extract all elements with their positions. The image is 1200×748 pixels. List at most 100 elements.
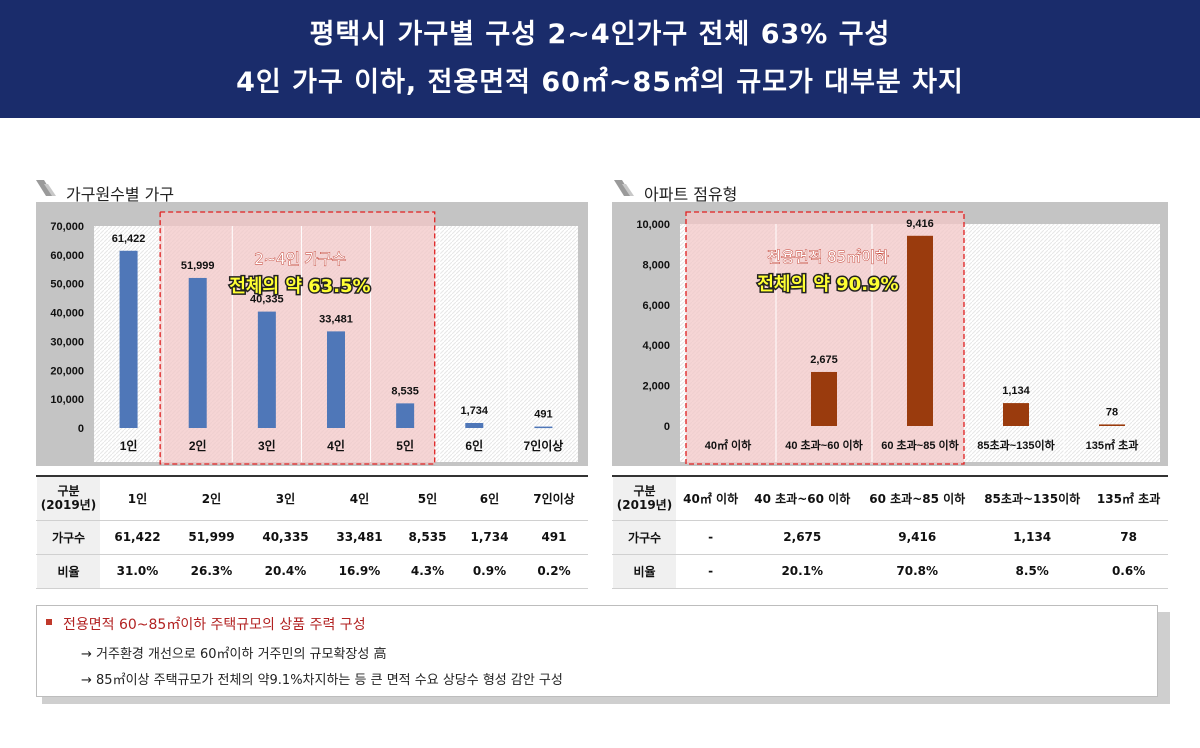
right-data-table: 구분 (2019년) 40㎡ 이하 40 초과~60 이하 60 초과~85 이하… xyxy=(612,475,1168,589)
x-category-label: 40 초과~60 이하 xyxy=(785,438,863,452)
y-tick-label: 20,000 xyxy=(50,365,84,377)
note-line-3: → 85㎡이상 주택규모가 전체의 약9.1%차지하는 등 큰 면적 수요 상당… xyxy=(81,673,563,688)
row-label: 비율 xyxy=(36,553,101,589)
y-tick-label: 0 xyxy=(78,423,84,435)
header-title-line2: 4인 가구 이하, 전용면적 60㎡~85㎡의 규모가 대부분 차지 xyxy=(236,67,964,98)
table-row: 비율 - 20.1% 70.8% 8.5% 0.6% xyxy=(612,553,1168,589)
bar xyxy=(907,235,933,426)
data-label: 78 xyxy=(1106,406,1118,418)
table-cell: 33,481 xyxy=(322,519,397,555)
table-row: 가구수 61,422 51,999 40,335 33,481 8,535 1,… xyxy=(36,519,589,555)
bar xyxy=(534,426,553,429)
left-bar-chart: 0 10,000 20,000 30,000 40,000 50,000 60,000 70,… xyxy=(36,202,588,466)
note-line-2: → 거주환경 개선으로 60㎡이하 거주민의 규모확장성 高 xyxy=(81,647,387,662)
table-col-header: 40㎡ 이하 xyxy=(675,475,746,521)
x-category-label: 135㎡ 초과 xyxy=(1086,438,1139,452)
y-tick-label: 30,000 xyxy=(50,336,84,348)
table-cell: 9,416 xyxy=(859,519,976,555)
header-title-line1: 평택시 가구별 구성 2~4인가구 전체 63% 구성 xyxy=(309,19,891,50)
y-tick-label: 60,000 xyxy=(50,250,84,262)
data-label: 51,999 xyxy=(181,260,215,272)
table-cell: - xyxy=(675,553,746,589)
table-cell: 8.5% xyxy=(974,553,1091,589)
table-row: 비율 31.0% 26.3% 20.4% 16.9% 4.3% 0.9% 0.2… xyxy=(36,553,589,589)
x-category-label: 1인 xyxy=(120,438,138,453)
table-cell: 78 xyxy=(1089,519,1168,555)
bar xyxy=(188,277,207,428)
data-label: 33,481 xyxy=(319,313,353,325)
bar xyxy=(465,422,484,428)
table-col-header: 60 초과~85 이하 xyxy=(859,475,976,521)
bar xyxy=(1003,403,1029,426)
y-tick-label: 2,000 xyxy=(642,381,670,393)
note-line-1: 전용면적 60~85㎡이하 주택규모의 상품 주력 구성 xyxy=(63,617,366,633)
row-label: 비율 xyxy=(612,553,677,589)
y-tick-label: 10,000 xyxy=(636,219,670,231)
table-row: 가구수 - 2,675 9,416 1,134 78 xyxy=(612,519,1168,555)
x-category-label: 5인 xyxy=(396,438,414,453)
right-callout-line1: 전용면적 85㎡이하 xyxy=(767,248,889,266)
table-cell: 1,734 xyxy=(457,519,521,555)
x-category-label: 6인 xyxy=(465,438,483,453)
table-cell: 4.3% xyxy=(396,553,459,589)
x-category-label: 7인이상 xyxy=(524,438,564,453)
table-cell: 491 xyxy=(519,519,589,555)
left-callout-line1: 2~4인 가구수 xyxy=(254,250,346,268)
table-col-header: 7인이상 xyxy=(519,475,589,521)
table-col-header: 3인 xyxy=(248,475,323,521)
y-tick-label: 4,000 xyxy=(642,340,670,352)
bar xyxy=(396,403,415,428)
header-banner: 평택시 가구별 구성 2~4인가구 전체 63% 구성 4인 가구 이하, 전용… xyxy=(0,0,1200,118)
x-category-label: 40㎡ 이하 xyxy=(705,438,752,452)
bullet-square-icon xyxy=(46,619,52,625)
notes-box: 전용면적 60~85㎡이하 주택규모의 상품 주력 구성 → 거주환경 개선으로… xyxy=(36,605,1158,697)
section-slash-icon xyxy=(36,180,56,196)
left-section-title: 가구원수별 가구 xyxy=(66,185,175,204)
table-cell: 40,335 xyxy=(248,519,323,555)
table-cell: 70.8% xyxy=(859,553,976,589)
right-callout-line2: 전체의 약 90.9% xyxy=(757,273,898,295)
y-tick-label: 6,000 xyxy=(642,300,670,312)
table-cell: 8,535 xyxy=(396,519,459,555)
table-col-header: 5인 xyxy=(396,475,459,521)
highlight-border xyxy=(159,211,436,465)
data-label: 2,675 xyxy=(810,354,838,366)
x-category-label: 2인 xyxy=(189,438,207,453)
table-cell: 26.3% xyxy=(174,553,249,589)
x-category-label: 4인 xyxy=(327,438,345,453)
table-col-header: 135㎡ 초과 xyxy=(1089,475,1168,521)
table-cell: 0.6% xyxy=(1089,553,1168,589)
row-label: 가구수 xyxy=(36,519,101,555)
y-tick-label: 50,000 xyxy=(50,279,84,291)
table-cell: 31.0% xyxy=(100,553,175,589)
table-cell: 0.9% xyxy=(457,553,521,589)
table-col-header: 4인 xyxy=(322,475,397,521)
x-category-label: 3인 xyxy=(258,438,276,453)
highlight-border xyxy=(685,211,965,465)
table-col-header: 2인 xyxy=(174,475,249,521)
table-header-label: 구분 (2019년) xyxy=(36,475,101,521)
bar xyxy=(811,371,837,426)
table-cell: 20.4% xyxy=(248,553,323,589)
table-cell: 51,999 xyxy=(174,519,249,555)
left-data-table: 구분 (2019년) 1인 2인 3인 4인 5인 6인 7인이상 가구수 61,… xyxy=(36,475,589,589)
right-bar-chart: 0 2,000 4,000 6,000 8,000 10,000 40㎡ 이하 2,675 40… xyxy=(612,202,1168,466)
data-label: 491 xyxy=(534,409,552,421)
y-tick-label: 0 xyxy=(664,421,670,433)
table-cell: 20.1% xyxy=(744,553,861,589)
table-col-header: 85초과~135이하 xyxy=(974,475,1091,521)
left-callout-line2: 전체의 약 63.5% xyxy=(229,275,370,297)
table-cell: 16.9% xyxy=(322,553,397,589)
y-tick-label: 40,000 xyxy=(50,308,84,320)
data-label: 8,535 xyxy=(391,385,419,397)
table-cell: 2,675 xyxy=(744,519,861,555)
bar xyxy=(119,250,138,428)
data-label: 1,734 xyxy=(461,405,489,417)
data-label: 40,335 xyxy=(250,294,284,306)
bar xyxy=(257,311,276,428)
x-category-label: 85초과~135이하 xyxy=(977,438,1055,452)
table-cell: 0.2% xyxy=(519,553,589,589)
row-label: 가구수 xyxy=(612,519,677,555)
table-cell: 61,422 xyxy=(100,519,175,555)
y-tick-label: 8,000 xyxy=(642,259,670,271)
